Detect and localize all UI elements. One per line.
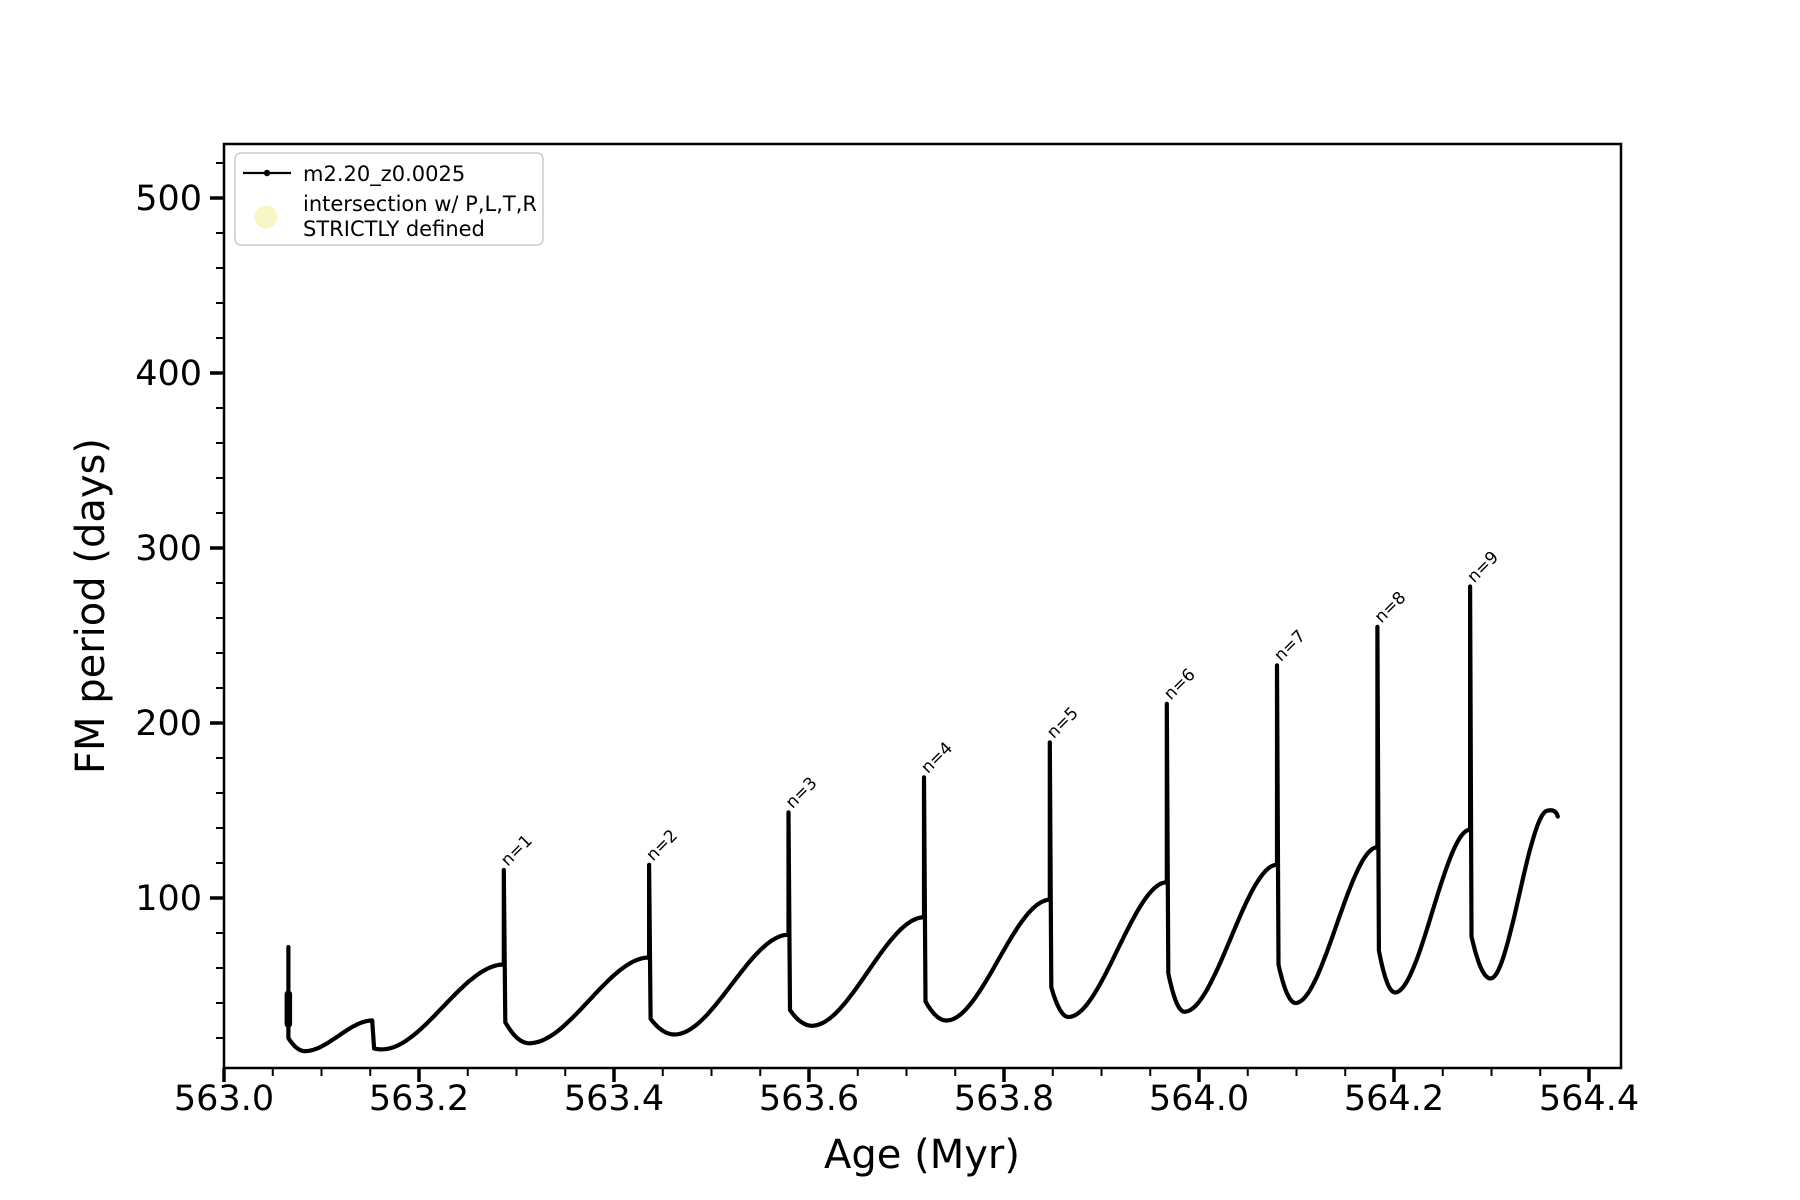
x-tick-label: 564.0	[1149, 1079, 1249, 1119]
x-tick-label: 563.4	[564, 1079, 664, 1119]
legend-line-marker-dot	[263, 169, 271, 177]
spike-annotation: n=3	[782, 773, 821, 812]
spike-annotation: n=7	[1270, 626, 1309, 665]
spike-annotation: n=1	[497, 831, 536, 870]
legend: m2.20_z0.0025 intersection w/ P,L,T,R ST…	[234, 152, 544, 246]
spike-annotation: n=8	[1371, 588, 1410, 627]
tick-layer: 563.0 563.2 563.4 563.6 563.8 564.0 564.2 564.4…	[135, 162, 1639, 1119]
y-tick-label: 200	[135, 704, 202, 744]
annotation-layer: n=1 n=2 n=3 n=4 n=5 n=6 n=7 n=8 n=9	[497, 548, 1503, 871]
y-axis-label: FM period (days)	[68, 438, 114, 774]
spike-annotation: n=6	[1160, 665, 1199, 704]
y-tick-label: 100	[135, 879, 202, 919]
x-tick-label: 563.2	[369, 1079, 469, 1119]
spike-annotation: n=9	[1463, 548, 1502, 587]
x-tick-label: 563.6	[759, 1079, 859, 1119]
legend-entry-intersection-line2: STRICTLY defined	[303, 217, 485, 241]
spike-annotation: n=2	[642, 826, 681, 865]
x-tick-label: 564.2	[1344, 1079, 1444, 1119]
legend-box	[234, 152, 544, 246]
x-axis-label: Age (Myr)	[824, 1132, 1020, 1178]
y-tick-label: 300	[135, 529, 202, 569]
x-tick-label: 563.8	[954, 1079, 1054, 1119]
x-tick-label: 563.0	[174, 1079, 274, 1119]
legend-entry-intersection-line1: intersection w/ P,L,T,R	[303, 192, 537, 216]
x-tick-label: 564.4	[1539, 1079, 1639, 1119]
axes-spines	[222, 142, 1623, 1070]
spike-annotation: n=4	[917, 738, 956, 777]
legend-intersection-marker-icon	[254, 205, 278, 229]
curve-layer	[284, 584, 1560, 1054]
legend-entry-series-label: m2.20_z0.0025	[303, 162, 465, 187]
y-tick-label: 400	[135, 354, 202, 394]
y-tick-label: 500	[135, 179, 202, 219]
spike-annotation: n=5	[1043, 703, 1082, 742]
series-line	[286, 584, 1560, 1054]
